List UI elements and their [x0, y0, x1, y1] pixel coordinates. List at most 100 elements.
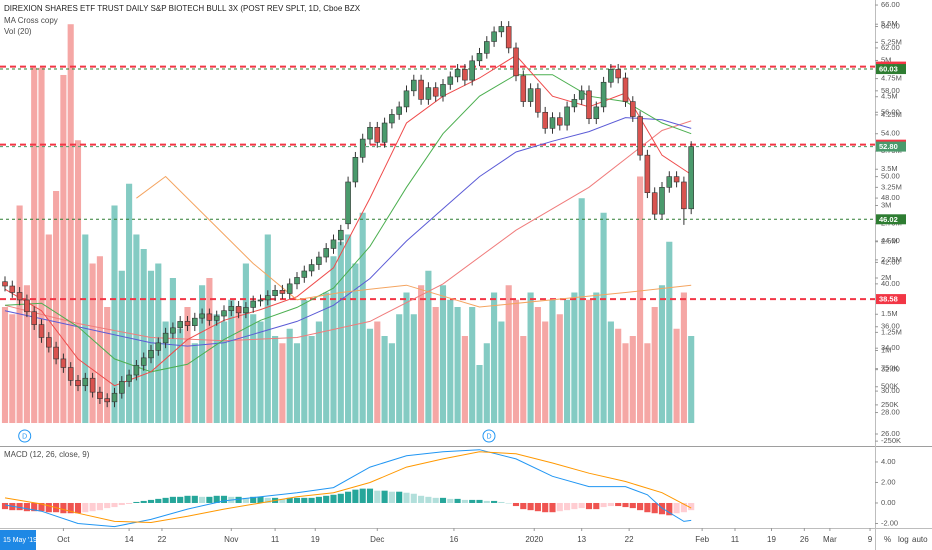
price-tag [876, 294, 906, 305]
macd-y-tick-label: 2.00 [881, 477, 896, 486]
y-tick-label: 50.00 [881, 172, 900, 181]
macd-histogram-bar [1, 502, 9, 510]
macd-histogram-bar [381, 490, 388, 503]
candle-body [520, 75, 527, 102]
y2-tick-label: 5.25M [881, 37, 902, 46]
candle-body [119, 381, 125, 394]
volume-bar [381, 336, 388, 424]
macd-histogram-bar [629, 502, 636, 509]
macd-histogram-bar [403, 492, 410, 503]
volume-bar [476, 365, 483, 424]
candle-body [279, 289, 286, 294]
volume-bar [607, 321, 614, 424]
macd-histogram-bar [673, 502, 680, 514]
macd-histogram-bar [585, 502, 593, 510]
macd-histogram-bar [89, 502, 96, 512]
candle-body [250, 300, 256, 308]
macd-histogram-bar [104, 502, 111, 509]
x-tick-label: 16 [449, 535, 458, 544]
log-toggle[interactable]: log [898, 535, 909, 544]
candle-body [432, 87, 439, 97]
y-tick-label: 34.00 [881, 343, 900, 352]
volume-bar [520, 336, 527, 424]
volume-bar [498, 321, 505, 424]
candle-body [367, 126, 373, 140]
candle-body [352, 157, 359, 183]
volume-bar [228, 299, 235, 424]
volume-bar [133, 234, 140, 424]
macd-histogram-bar [147, 499, 155, 503]
x-tick-label: 11 [731, 535, 740, 544]
y2-tick-label: 4.5M [881, 92, 898, 101]
y-tick-label: 36.00 [881, 322, 900, 331]
indicator-label: Vol (20) [4, 27, 32, 36]
volume-bar [67, 24, 74, 424]
y2-tick-label: 2M [881, 273, 891, 282]
candle-body [111, 392, 118, 403]
candle-body [38, 324, 45, 338]
candle-body [286, 283, 293, 294]
candle-body [155, 342, 162, 351]
y2-tick-label: 3.5M [881, 164, 898, 173]
candle-body [608, 69, 614, 83]
candle-body [97, 391, 103, 399]
candle-body [323, 248, 329, 258]
volume-bar [60, 74, 67, 424]
volume-bar [74, 140, 82, 424]
volume-bar [549, 299, 556, 424]
volume-bar [53, 190, 60, 424]
macd-histogram-bar [74, 502, 82, 514]
macd-histogram-bar [622, 502, 629, 508]
volume-bar [315, 321, 322, 424]
macd-histogram-bar [600, 502, 607, 508]
candle-body [564, 106, 570, 126]
candle-body [265, 295, 271, 301]
auto-toggle[interactable]: auto [912, 535, 928, 544]
volume-bar [658, 285, 666, 424]
volume-bar [564, 299, 571, 424]
candle-body [235, 306, 242, 314]
candle-body [228, 306, 235, 311]
macd-histogram-bar [38, 502, 45, 512]
x-tick-label: 22 [157, 535, 166, 544]
y2-tick-label: 500K [881, 382, 899, 391]
volume-bar [96, 256, 103, 424]
macd-histogram-bar [578, 502, 585, 509]
dividend-label: D [486, 433, 491, 440]
volume-bar [257, 321, 264, 424]
macd-histogram-bar [469, 499, 476, 503]
crosshair-date: 15 May '19 [3, 537, 37, 544]
macd-histogram-bar [680, 502, 687, 513]
macd-histogram-bar [184, 495, 191, 503]
macd-histogram-bar [549, 502, 556, 513]
candle-body [330, 239, 337, 249]
macd-histogram-bar [520, 502, 527, 510]
candle-body [513, 47, 519, 77]
candle-body [491, 31, 497, 42]
volume-bar [235, 307, 242, 424]
macd-y-tick-label: -2.00 [881, 518, 898, 527]
volume-bar [527, 292, 534, 424]
volume-bar [447, 299, 454, 424]
candle-body [651, 192, 658, 215]
x-tick-label: Mar [823, 535, 837, 544]
macd-y-tick-label: 4.00 [881, 457, 896, 466]
y2-tick-label: 1.5M [881, 309, 898, 318]
volume-bar [169, 277, 176, 424]
volume-bar [279, 343, 286, 424]
candle-body [89, 377, 96, 393]
volume-bar [622, 343, 629, 424]
candle-body [359, 138, 366, 158]
candle-body [622, 77, 629, 102]
macd-histogram-bar [483, 500, 490, 503]
volume-bar [293, 343, 301, 424]
candle-body [16, 292, 23, 301]
candle-body [104, 398, 110, 403]
macd-histogram-bar [133, 501, 140, 503]
candle-body [578, 90, 585, 100]
percent-toggle[interactable]: % [884, 535, 891, 544]
macd-histogram-bar [177, 496, 184, 503]
candle-body [126, 374, 132, 382]
